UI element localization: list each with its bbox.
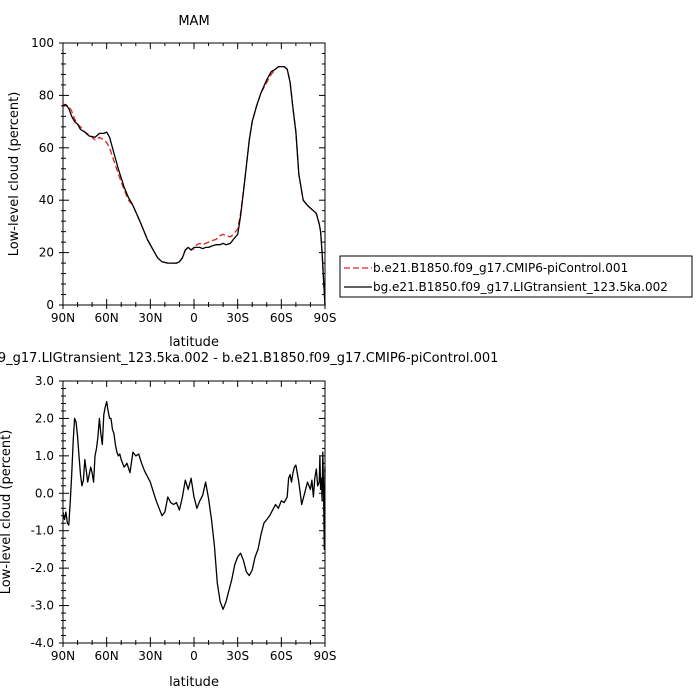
legend-box xyxy=(339,255,693,298)
top-y-tick-label: 40 xyxy=(39,193,54,207)
top-x-tick-label: 30N xyxy=(138,311,162,325)
top-y-tick-label: 20 xyxy=(39,246,54,260)
legend-label-0: b.e21.B1850.f09_g17.CMIP6-piControl.001 xyxy=(373,261,628,275)
bottom-x-tick-label: 30S xyxy=(226,649,249,663)
bottom-x-tick-label: 90S xyxy=(314,649,337,663)
bottom-x-tick-label: 60S xyxy=(270,649,293,663)
bottom-plot-frame xyxy=(62,380,326,644)
top-plot-area: 90N 60N 30N 0 30S 60S 90S 0 20 40 60 80 100 xyxy=(31,36,336,325)
bottom-x-tick-label: 90N xyxy=(51,649,75,663)
legend-label-1: bg.e21.B1850.f09_g17.LIGtransient_123.5k… xyxy=(373,280,668,294)
legend: b.e21.B1850.f09_g17.CMIP6-piControl.001 … xyxy=(339,255,693,298)
bottom-y-tick-label: 0.0 xyxy=(35,486,54,500)
bottom-x-tick-label: 30N xyxy=(138,649,162,663)
bottom-y-tick-label: -4.0 xyxy=(31,636,54,650)
top-x-tick-label: 90N xyxy=(51,311,75,325)
bottom-y-tick-label: -1.0 xyxy=(31,524,54,538)
top-x-tick-label: 90S xyxy=(314,311,337,325)
top-y-tick-label: 0 xyxy=(46,298,54,312)
top-y-tick-label: 100 xyxy=(31,36,54,50)
top-x-tick-label: 60N xyxy=(95,311,119,325)
top-x-tick-label: 60S xyxy=(270,311,293,325)
top-series-line-1 xyxy=(62,65,326,306)
bottom-x-axis-label: latitude xyxy=(169,675,219,690)
bottom-x-tick-label: 60N xyxy=(95,649,119,663)
top-series-line-0 xyxy=(62,65,326,306)
bottom-series-line-0 xyxy=(62,400,326,610)
bottom-x-tick-label: 0 xyxy=(190,649,198,663)
bottom-y-tick-label: 1.0 xyxy=(35,449,54,463)
top-plot-frame xyxy=(62,42,326,306)
bottom-y-axis-label: Low-level cloud (percent) xyxy=(0,430,14,595)
top-x-tick-label: 0 xyxy=(190,311,198,325)
top-y-tick-label: 80 xyxy=(39,88,54,102)
top-y-axis-label: Low-level cloud (percent) xyxy=(7,92,22,257)
bottom-y-tick-label: -2.0 xyxy=(31,561,54,575)
bottom-y-tick-label: 3.0 xyxy=(35,374,54,388)
top-x-axis-label: latitude xyxy=(169,335,219,350)
bottom-y-tick-label: 2.0 xyxy=(35,411,54,425)
top-chart-title: MAM xyxy=(178,14,209,29)
bottom-chart-title: bg.e21.B1850.f09_g17.LIGtransient_123.5k… xyxy=(0,351,498,366)
top-x-tick-label: 30S xyxy=(226,311,249,325)
bottom-plot-area: 90N 60N 30N 0 30S 60S 90S -4.0 -3.0 -2.0 -1.0 0.0 1.… xyxy=(31,374,337,663)
bottom-y-tick-label: -3.0 xyxy=(31,599,54,613)
top-y-tick-label: 60 xyxy=(39,141,54,155)
